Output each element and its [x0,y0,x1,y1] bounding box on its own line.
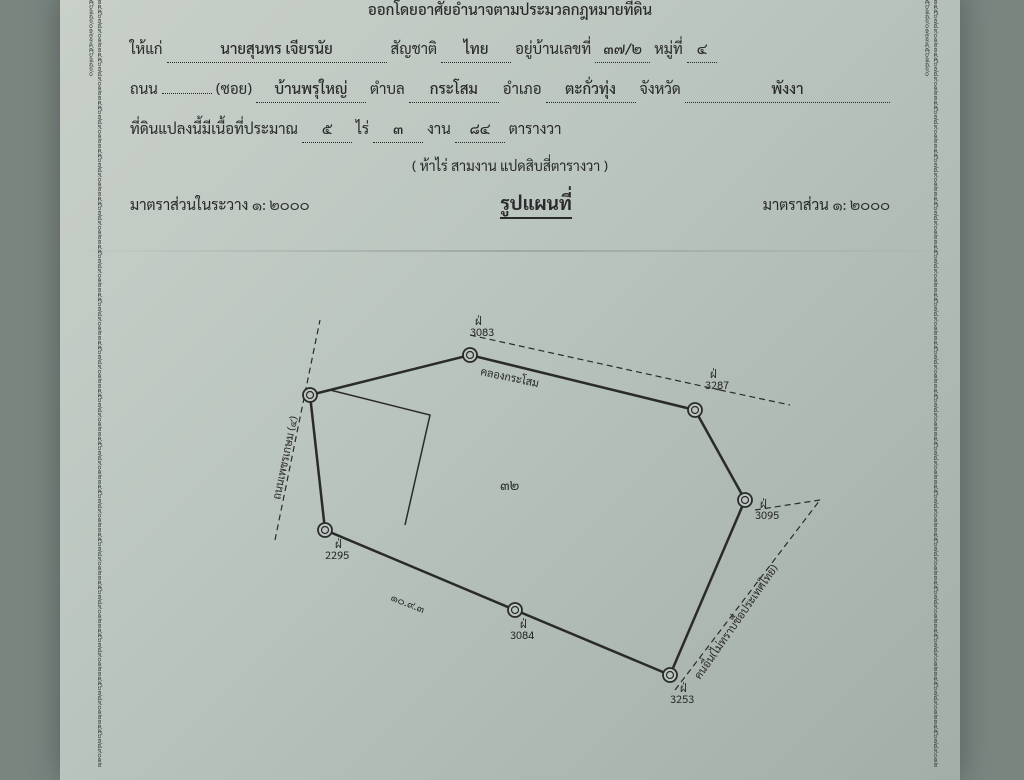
tambon-label: ตำบล [370,77,405,101]
road-value [162,92,212,94]
province-label: จังหวัด [640,77,681,101]
road-label: ถนน [130,77,158,101]
document-paper: ๑๒๓๔๕๖๗๘๙๐๑๒๓๔๕๖๗๘๙๐๑๒๓๔๕๖๗๘๙๐๑๒๓๔๕๖๗๘๙๐… [60,0,960,780]
amphoe-label: อำเภอ [503,77,542,101]
marker-label-3253: ฝ่3253 [670,680,694,706]
parcel-number: ๓๒ [500,476,519,494]
canal-label: คลองกระโสม [479,363,540,390]
authority-line: ออกโดยอาศัยอำนาจตามประมวลกฎหมายที่ดิน [130,0,890,19]
security-border-right: ๑๒๓๔๕๖๗๘๙๐๑๒๓๔๕๖๗๘๙๐๑๒๓๔๕๖๗๘๙๐๑๒๓๔๕๖๗๘๙๐… [916,0,940,770]
left-road-label: ถนนเพชรเกษม (๔) [268,414,300,501]
survey-map: ฝ่3083 ฝ่3287 ฝ่2295 ฝ่3095 ฝ่3084 ฝ่325… [180,290,880,730]
moo-label: หมู่ที่ [654,37,683,61]
area-prefix: ที่ดินแปลงนี้มีเนื้อที่ประมาณ [130,117,298,141]
rai-label: ไร่ [356,117,369,141]
owner-name: นายสุนทร เจียรนัย [167,37,387,63]
given-to-label: ให้แก่ [130,37,163,61]
document-content: ออกโดยอาศัยอำนาจตามประมวลกฎหมายที่ดิน ให… [130,0,890,219]
province-value: พังงา [685,77,890,103]
scale-row: มาตราส่วนในระวาง ๑: ๒๐๐๐ รูปแผนที่ มาตรา… [130,191,890,219]
inner-parcel-line [330,390,430,525]
ngan-label: งาน [427,117,451,141]
ngan-value: ๓ [373,117,423,143]
bottom-left-label: ๑๐.๙.๓ [389,589,428,616]
wa-value: ๘๔ [455,117,505,143]
wa-label: ตารางวา [509,117,562,141]
map-title: รูปแผนที่ [500,191,571,219]
soi-value: บ้านพรุใหญ่ [256,77,366,103]
marker-label-3095: ฝ่3095 [755,496,779,522]
address-row: ถนน (ซอย) บ้านพรุใหญ่ ตำบล กระโสม อำเภอ … [130,77,890,103]
marker-label-3287: ฝ่3287 [705,366,729,392]
bottom-right-label: คนอื่น(ไม่ทราบชื่อประเทศไทย) [688,559,781,682]
area-in-words: ( ห้าไร่ สามงาน แปดสิบสี่ตารางวา ) [130,157,890,175]
nationality-label: สัญชาติ [391,37,438,61]
scale-left: มาตราส่วนในระวาง ๑: ๒๐๐๐ [130,195,310,214]
rai-value: ๕ [302,117,352,143]
house-no-value: ๓๗/๒ [595,37,650,63]
security-border-left: ๑๒๓๔๕๖๗๘๙๐๑๒๓๔๕๖๗๘๙๐๑๒๓๔๕๖๗๘๙๐๑๒๓๔๕๖๗๘๙๐… [80,0,104,770]
soi-label: (ซอย) [216,77,252,101]
nationality-value: ไทย [441,37,511,63]
tambon-value: กระโสม [409,77,499,103]
area-row: ที่ดินแปลงนี้มีเนื้อที่ประมาณ ๕ ไร่ ๓ งา… [130,117,890,143]
owner-row: ให้แก่ นายสุนทร เจียรนัย สัญชาติ ไทย อยู… [130,37,890,63]
context-line [720,390,790,405]
house-no-label: อยู่บ้านเลขที่ [515,37,591,61]
paper-crease [60,250,960,252]
moo-value: ๔ [687,37,717,63]
marker-label-3084: ฝ่3084 [510,616,534,642]
amphoe-value: ตะกั่วทุ่ง [546,77,636,103]
marker-label-3083: ฝ่3083 [470,313,494,339]
scale-right: มาตราส่วน ๑: ๒๐๐๐ [763,195,890,214]
